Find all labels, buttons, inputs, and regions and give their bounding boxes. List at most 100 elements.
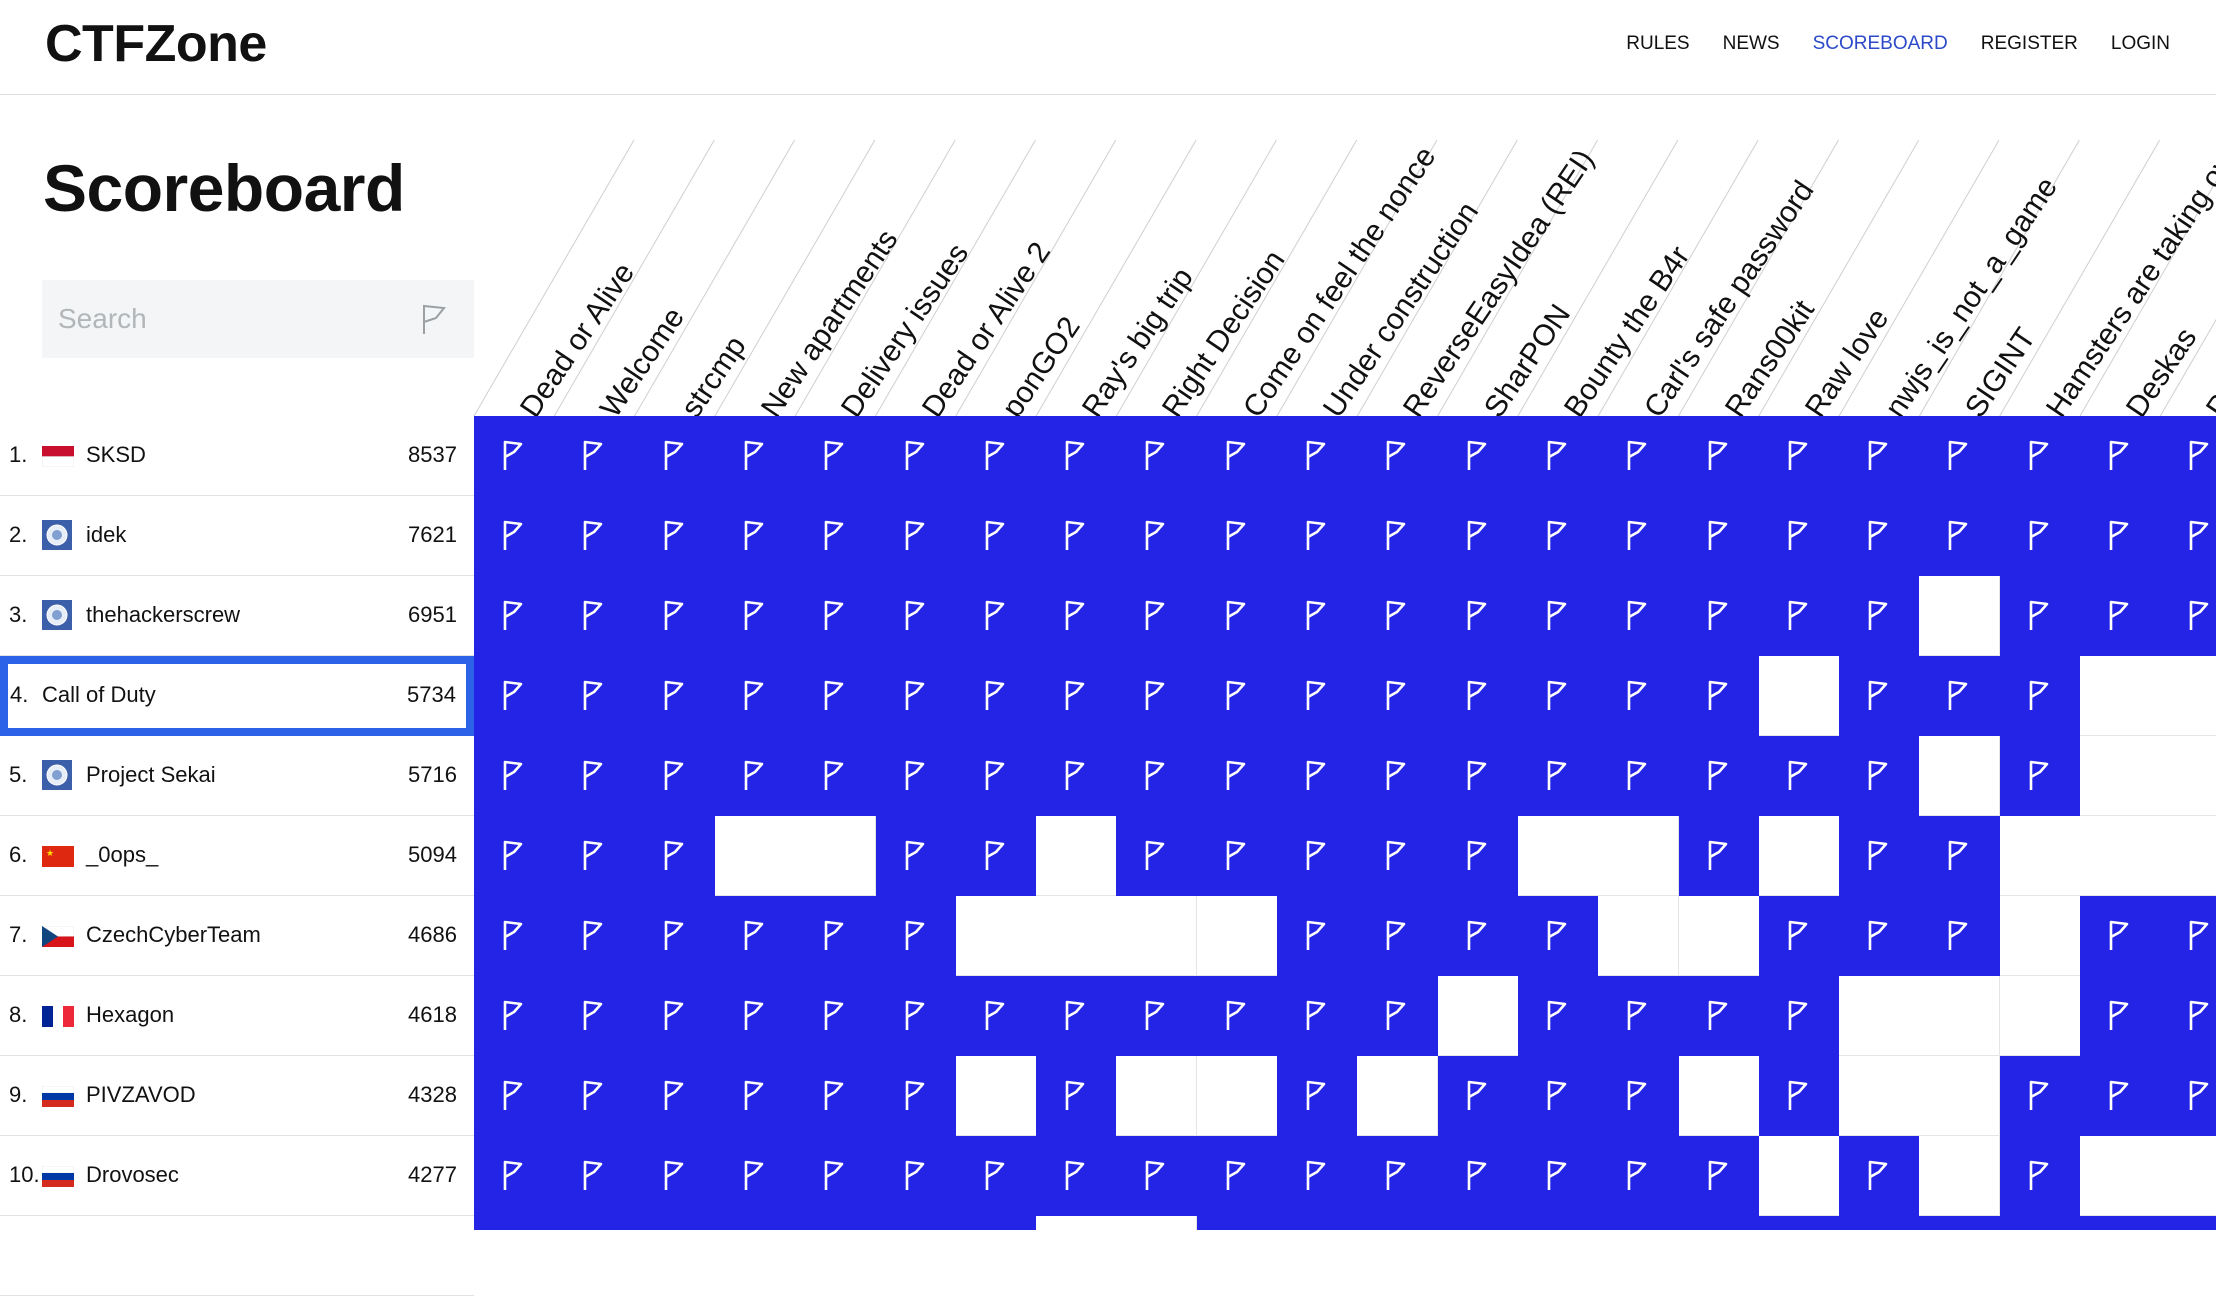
solved-cell[interactable] bbox=[955, 416, 1037, 496]
solved-cell[interactable] bbox=[1919, 496, 2001, 576]
team-row[interactable]: 9. PIVZAVOD 4328 bbox=[0, 1056, 474, 1136]
team-row[interactable]: 7. CzechCyberTeam 4686 bbox=[0, 896, 474, 976]
solved-cell[interactable] bbox=[795, 416, 877, 496]
unsolved-cell[interactable] bbox=[1196, 1056, 1278, 1136]
solved-cell[interactable] bbox=[554, 816, 636, 896]
team-name[interactable]: SKSD bbox=[86, 442, 146, 467]
unsolved-cell[interactable] bbox=[2160, 656, 2216, 736]
solved-cell[interactable] bbox=[795, 656, 877, 736]
solved-cell[interactable] bbox=[1919, 896, 2001, 976]
solved-cell[interactable] bbox=[634, 656, 716, 736]
solved-cell[interactable] bbox=[1758, 896, 1840, 976]
team-name[interactable]: Drovosec bbox=[86, 1162, 179, 1187]
solved-cell[interactable] bbox=[1357, 896, 1439, 976]
solved-cell[interactable] bbox=[1758, 416, 1840, 496]
solved-cell[interactable] bbox=[1277, 1056, 1358, 1136]
team-row[interactable]: 2. idek 7621 bbox=[0, 496, 474, 576]
unsolved-cell[interactable] bbox=[1919, 1056, 2001, 1136]
solved-cell[interactable] bbox=[474, 576, 555, 656]
unsolved-cell[interactable] bbox=[1999, 896, 2081, 976]
solved-cell[interactable] bbox=[714, 416, 796, 496]
solved-cell[interactable] bbox=[714, 1056, 796, 1136]
unsolved-cell[interactable] bbox=[2160, 1136, 2216, 1216]
solved-cell[interactable] bbox=[1678, 416, 1760, 496]
solved-cell[interactable] bbox=[1678, 816, 1760, 896]
solved-cell[interactable] bbox=[1678, 736, 1760, 816]
unsolved-cell[interactable] bbox=[1116, 896, 1198, 976]
solved-cell[interactable] bbox=[634, 736, 716, 816]
solved-cell[interactable] bbox=[1116, 496, 1198, 576]
solved-cell[interactable] bbox=[875, 976, 957, 1056]
solved-cell[interactable] bbox=[1517, 1056, 1599, 1136]
solved-cell[interactable] bbox=[474, 496, 555, 576]
solved-cell[interactable] bbox=[634, 576, 716, 656]
solved-cell[interactable] bbox=[1758, 736, 1840, 816]
solved-cell[interactable] bbox=[1517, 976, 1599, 1056]
solved-cell[interactable] bbox=[1277, 576, 1358, 656]
team-name[interactable]: CzechCyberTeam bbox=[86, 922, 261, 947]
solved-cell[interactable] bbox=[2160, 1216, 2216, 1230]
solved-cell[interactable] bbox=[1517, 1216, 1599, 1230]
solved-cell[interactable] bbox=[1116, 816, 1198, 896]
unsolved-cell[interactable] bbox=[1437, 976, 1519, 1056]
team-row[interactable]: 5. Project Sekai 5716 bbox=[0, 736, 474, 816]
solved-cell[interactable] bbox=[634, 816, 716, 896]
unsolved-cell[interactable] bbox=[1758, 816, 1840, 896]
solved-cell[interactable] bbox=[875, 816, 957, 896]
solved-cell[interactable] bbox=[955, 816, 1037, 896]
solved-cell[interactable] bbox=[1758, 496, 1840, 576]
unsolved-cell[interactable] bbox=[1919, 1136, 2001, 1216]
unsolved-cell[interactable] bbox=[1999, 816, 2081, 896]
team-name[interactable]: idek bbox=[86, 522, 127, 547]
solved-cell[interactable] bbox=[1758, 1216, 1840, 1230]
solved-cell[interactable] bbox=[474, 976, 555, 1056]
solved-cell[interactable] bbox=[1116, 416, 1198, 496]
solved-cell[interactable] bbox=[1437, 576, 1519, 656]
solved-cell[interactable] bbox=[1196, 976, 1278, 1056]
solved-cell[interactable] bbox=[875, 736, 957, 816]
solved-cell[interactable] bbox=[1116, 576, 1198, 656]
solved-cell[interactable] bbox=[1678, 1216, 1760, 1230]
solved-cell[interactable] bbox=[1357, 496, 1439, 576]
flag-icon[interactable] bbox=[418, 302, 448, 336]
team-name[interactable]: PIVZAVOD bbox=[86, 1082, 196, 1107]
nav-scoreboard[interactable]: SCOREBOARD bbox=[1812, 33, 1948, 54]
nav-rules[interactable]: RULES bbox=[1626, 33, 1690, 54]
solved-cell[interactable] bbox=[1517, 896, 1599, 976]
solved-cell[interactable] bbox=[1598, 1136, 1680, 1216]
solved-cell[interactable] bbox=[1196, 736, 1278, 816]
team-row-selected[interactable]: 4. Call of Duty 5734 bbox=[0, 656, 474, 736]
solved-cell[interactable] bbox=[875, 896, 957, 976]
solved-cell[interactable] bbox=[1919, 1216, 2001, 1230]
solved-cell[interactable] bbox=[1357, 1136, 1439, 1216]
solved-cell[interactable] bbox=[875, 656, 957, 736]
solved-cell[interactable] bbox=[795, 1216, 877, 1230]
solved-cell[interactable] bbox=[955, 496, 1037, 576]
solved-cell[interactable] bbox=[1036, 656, 1118, 736]
solved-cell[interactable] bbox=[474, 816, 555, 896]
solved-cell[interactable] bbox=[474, 1216, 555, 1230]
solved-cell[interactable] bbox=[875, 1136, 957, 1216]
unsolved-cell[interactable] bbox=[1678, 896, 1760, 976]
solved-cell[interactable] bbox=[1999, 1056, 2081, 1136]
solved-cell[interactable] bbox=[554, 976, 636, 1056]
unsolved-cell[interactable] bbox=[1678, 1056, 1760, 1136]
team-row[interactable] bbox=[0, 1216, 474, 1296]
team-row[interactable]: 3. thehackerscrew 6951 bbox=[0, 576, 474, 656]
solved-cell[interactable] bbox=[1839, 816, 1921, 896]
solved-cell[interactable] bbox=[1277, 416, 1358, 496]
solved-cell[interactable] bbox=[2160, 1056, 2216, 1136]
team-row[interactable]: 6. ★ _0ops_ 5094 bbox=[0, 816, 474, 896]
solved-cell[interactable] bbox=[1277, 1216, 1358, 1230]
solved-cell[interactable] bbox=[875, 416, 957, 496]
solved-cell[interactable] bbox=[714, 896, 796, 976]
solved-cell[interactable] bbox=[1999, 656, 2081, 736]
solved-cell[interactable] bbox=[474, 1136, 555, 1216]
solved-cell[interactable] bbox=[1036, 1136, 1118, 1216]
solved-cell[interactable] bbox=[1598, 1056, 1680, 1136]
solved-cell[interactable] bbox=[474, 896, 555, 976]
solved-cell[interactable] bbox=[1839, 1216, 1921, 1230]
solved-cell[interactable] bbox=[1196, 1136, 1278, 1216]
team-name[interactable]: _0ops_ bbox=[86, 842, 159, 867]
solved-cell[interactable] bbox=[1357, 656, 1439, 736]
